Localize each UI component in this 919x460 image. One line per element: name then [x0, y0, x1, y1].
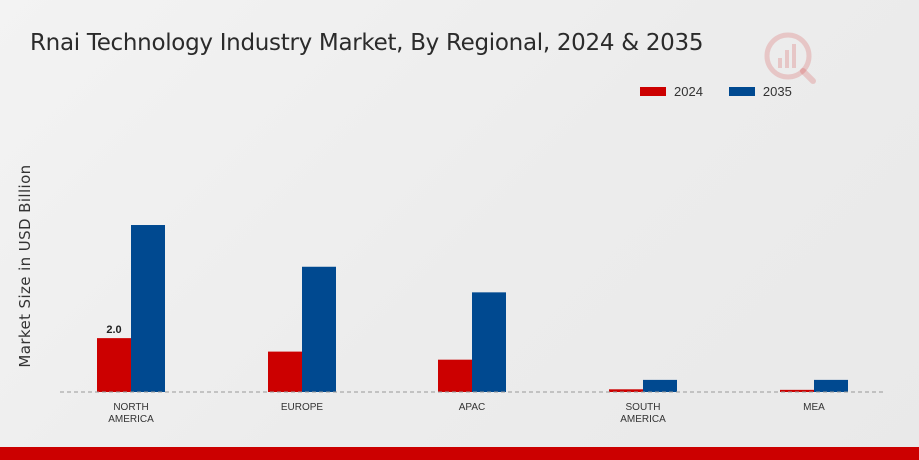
x-tick-label-2: APAC	[459, 402, 486, 413]
legend-swatch-2035	[728, 87, 755, 96]
bar-2035-4	[814, 379, 848, 392]
legend-label-2024: 2024	[674, 84, 703, 99]
x-tick-label-3: SOUTH AMERICA	[620, 402, 666, 425]
bar-2035-3	[643, 379, 677, 392]
x-tick-label-4: MEA	[803, 402, 825, 413]
bar-2024-3	[609, 389, 643, 392]
bar-2035-2	[472, 292, 506, 392]
x-tick-label-1: EUROPE	[281, 402, 324, 413]
market-research-logo-icon	[764, 32, 816, 84]
bar-2035-0	[131, 225, 165, 392]
data-label-0: 2.0	[106, 324, 121, 336]
legend-item-2024: 2024	[640, 84, 703, 99]
legend-item-2035: 2035	[728, 84, 792, 99]
footer-bar	[0, 447, 919, 460]
chart-title: Rnai Technology Industry Market, By Regi…	[30, 30, 704, 56]
bar-2035-1	[302, 266, 336, 392]
x-tick-label-0: NORTH AMERICA	[108, 402, 154, 425]
legend-swatch-2024	[640, 87, 666, 96]
bar-2024-1	[268, 351, 302, 392]
bar-2024-4	[780, 389, 814, 392]
bar-2024-0	[97, 338, 131, 392]
chart-legend: 2024 2035	[640, 84, 792, 99]
legend-label-2035: 2035	[762, 84, 792, 99]
bar-2024-2	[438, 359, 472, 392]
